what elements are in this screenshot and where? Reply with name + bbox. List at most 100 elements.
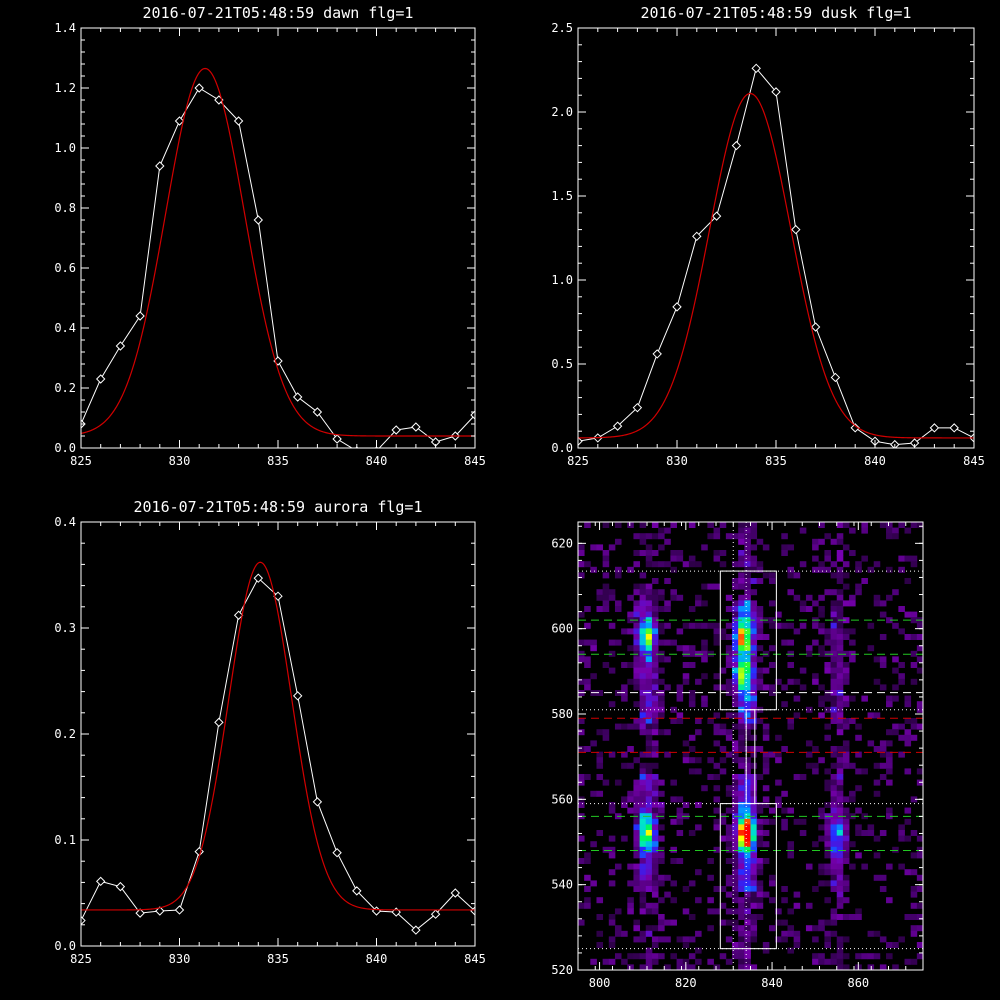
heatmap-cell bbox=[738, 645, 745, 652]
heatmap-cell bbox=[645, 841, 653, 848]
heatmap-cell bbox=[855, 734, 862, 741]
heatmap-cell bbox=[651, 678, 659, 685]
heatmap-cell bbox=[602, 550, 610, 556]
heatmap-cell bbox=[651, 600, 659, 607]
heatmap-cell bbox=[664, 656, 671, 663]
heatmap-cell bbox=[750, 667, 758, 674]
heatmap-cell bbox=[621, 796, 628, 803]
heatmap-cell bbox=[756, 667, 764, 674]
heatmap-cell bbox=[836, 611, 844, 618]
heatmap-cell bbox=[725, 650, 733, 657]
heatmap-cell bbox=[744, 667, 751, 674]
heatmap-cell bbox=[842, 813, 850, 820]
heatmap-cell bbox=[744, 622, 751, 629]
heatmap-cell bbox=[614, 538, 622, 545]
heatmap-cell bbox=[916, 622, 923, 629]
heatmap-cell bbox=[744, 729, 751, 736]
heatmap-cell bbox=[645, 902, 653, 909]
heatmap-cell bbox=[627, 723, 634, 730]
heatmap-cell bbox=[633, 802, 641, 808]
heatmap-cell bbox=[818, 925, 825, 932]
heatmap-cell bbox=[732, 863, 739, 870]
data-point bbox=[411, 422, 421, 432]
heatmap-cell bbox=[756, 561, 764, 568]
heatmap-cell bbox=[818, 824, 825, 831]
heatmap-cell bbox=[879, 611, 887, 618]
heatmap-cell bbox=[744, 723, 751, 730]
heatmap-cell bbox=[658, 622, 665, 629]
heatmap-cell bbox=[836, 718, 844, 724]
heatmap-cell bbox=[645, 723, 653, 730]
heatmap-cell bbox=[830, 606, 838, 612]
x-tick-label: 830 bbox=[169, 952, 191, 966]
x-tick-label: 830 bbox=[666, 454, 688, 468]
heatmap-cell bbox=[676, 628, 684, 635]
heatmap-cell bbox=[639, 729, 647, 736]
heatmap-cell bbox=[744, 824, 751, 831]
heatmap-cell bbox=[621, 835, 628, 842]
heatmap-cell bbox=[818, 566, 825, 573]
heatmap-cell bbox=[830, 622, 838, 629]
heatmap-cell bbox=[645, 706, 653, 713]
heatmap-cell bbox=[842, 852, 850, 859]
heatmap-cell bbox=[602, 572, 610, 579]
heatmap-cell bbox=[824, 958, 831, 965]
heatmap-cell bbox=[879, 886, 887, 892]
heatmap-cell bbox=[645, 930, 653, 937]
heatmap-cell bbox=[750, 930, 758, 937]
heatmap-cell bbox=[584, 858, 591, 864]
heatmap-cell bbox=[701, 673, 708, 680]
heatmap-cell bbox=[584, 662, 591, 668]
heatmap-cell bbox=[645, 550, 653, 556]
heatmap-cell bbox=[873, 953, 881, 960]
heatmap-cell bbox=[651, 751, 659, 758]
heatmap-cell bbox=[824, 695, 831, 702]
heatmap-cell bbox=[707, 874, 714, 881]
heatmap-cell bbox=[738, 611, 745, 618]
heatmap-cell bbox=[750, 902, 758, 909]
heatmap-cell bbox=[744, 869, 751, 876]
heatmap-cell bbox=[639, 930, 647, 937]
heatmap-cell bbox=[719, 628, 727, 635]
heatmap-cell bbox=[645, 953, 653, 960]
heatmap-cell bbox=[645, 589, 653, 596]
heatmap-cell bbox=[688, 622, 696, 629]
heatmap-cell bbox=[744, 695, 751, 702]
heatmap-cell bbox=[879, 522, 887, 528]
heatmap-cell bbox=[658, 858, 665, 864]
heatmap-cell bbox=[836, 796, 844, 803]
heatmap-cell bbox=[664, 622, 671, 629]
heatmap-cell bbox=[651, 701, 659, 708]
heatmap-cell bbox=[695, 678, 702, 685]
heatmap-cell bbox=[608, 846, 616, 853]
heatmap-cell bbox=[738, 818, 745, 825]
heatmap-cell bbox=[910, 634, 918, 640]
heatmap-cell bbox=[781, 533, 788, 540]
heatmap-cell bbox=[695, 824, 702, 831]
heatmap-cell bbox=[744, 662, 751, 668]
heatmap-cell bbox=[658, 606, 665, 612]
heatmap-cell bbox=[676, 858, 684, 864]
heatmap-cell bbox=[651, 561, 659, 568]
heatmap-cell bbox=[756, 673, 764, 680]
heatmap-cell bbox=[768, 807, 776, 814]
heatmap-cell bbox=[608, 958, 616, 965]
heatmap-cell bbox=[836, 897, 844, 904]
heatmap-cell bbox=[645, 762, 653, 769]
heatmap-cell bbox=[892, 964, 899, 970]
heatmap-cell bbox=[578, 639, 585, 646]
heatmap-cell bbox=[750, 891, 758, 898]
heatmap-cell bbox=[707, 718, 714, 724]
heatmap-cell bbox=[645, 925, 653, 932]
heatmap-cell bbox=[732, 942, 739, 948]
heatmap-cell bbox=[750, 835, 758, 842]
heatmap-cell bbox=[824, 897, 831, 904]
heatmap-cell bbox=[682, 886, 690, 892]
heatmap-cell bbox=[873, 561, 881, 568]
heatmap-cell bbox=[645, 701, 653, 708]
heatmap-cell bbox=[750, 807, 758, 814]
heatmap-cell bbox=[836, 757, 844, 764]
heatmap-cell bbox=[756, 634, 764, 640]
heatmap-cell bbox=[886, 807, 893, 814]
heatmap-cell bbox=[799, 600, 807, 607]
